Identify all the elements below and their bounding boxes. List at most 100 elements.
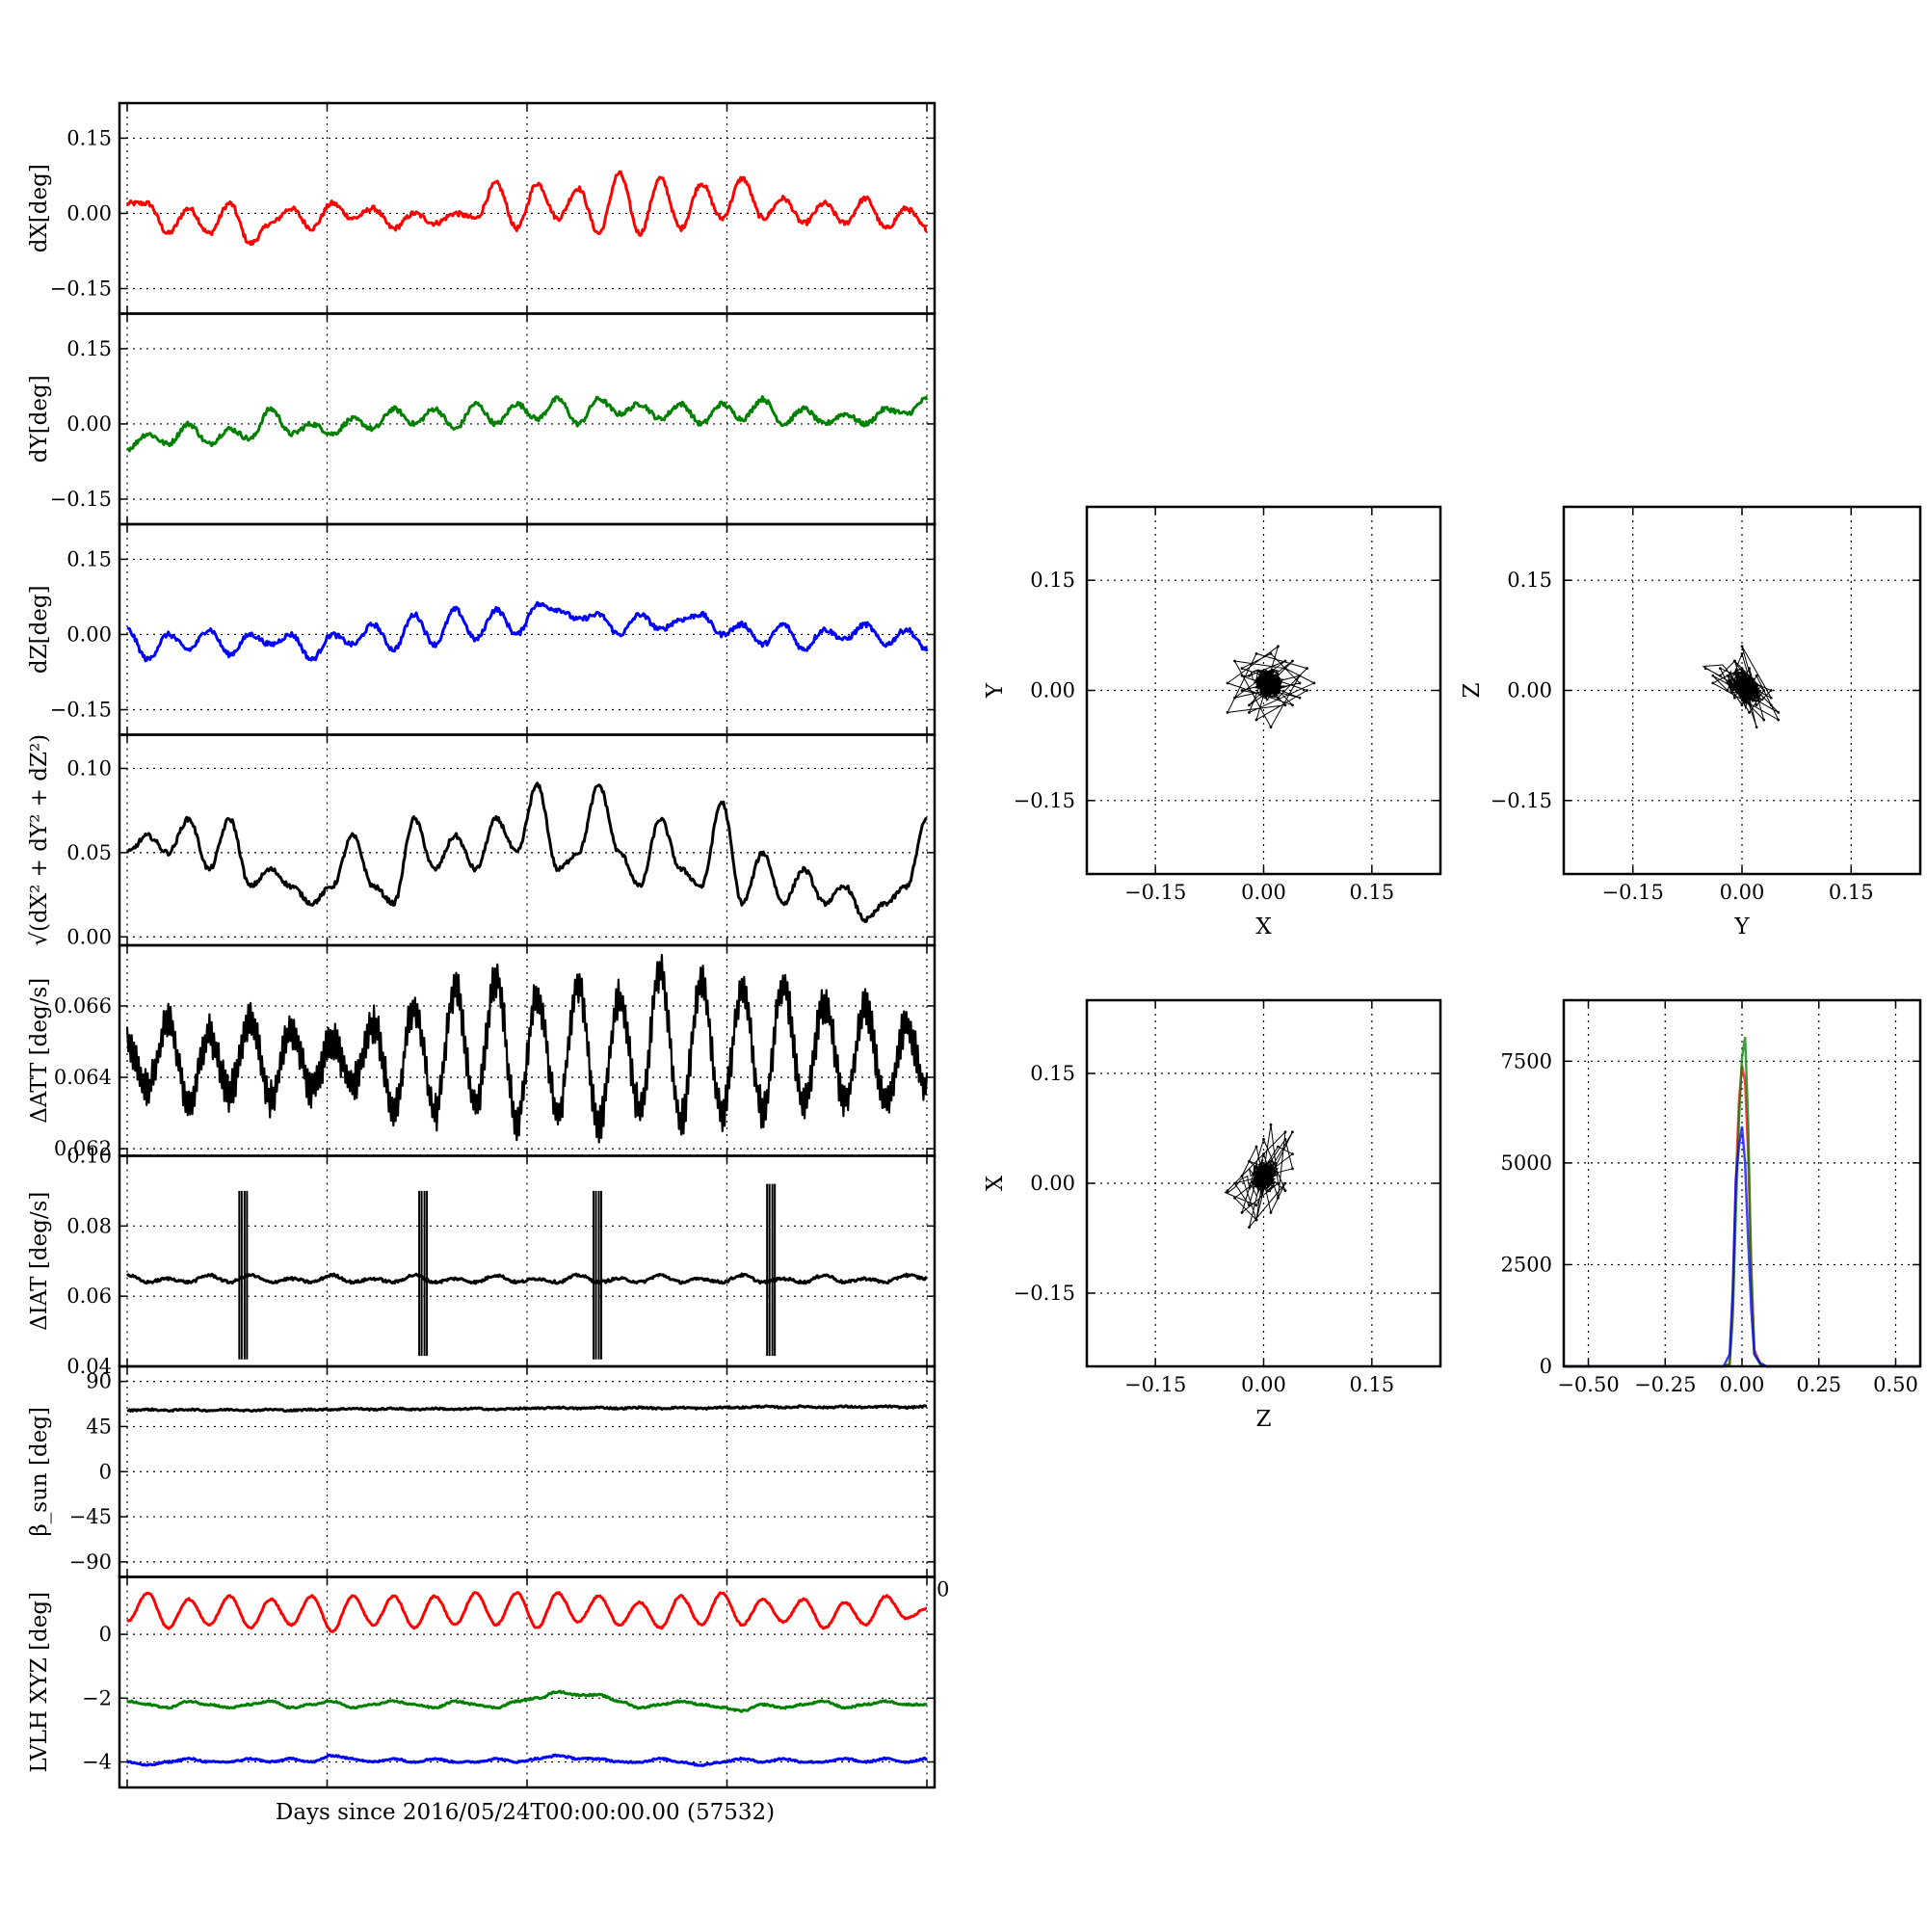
y-tick-label: 0.00 xyxy=(66,201,112,225)
scatter-point xyxy=(1291,1130,1294,1134)
scatter-point xyxy=(1298,681,1302,685)
histogram-series-1 xyxy=(1564,1065,1920,1368)
series-line-2 xyxy=(126,1689,928,1713)
series-line-3 xyxy=(126,1753,928,1767)
y-tick-label: 0.15 xyxy=(66,337,112,360)
y-axis-label: ΔATT [deg/s] xyxy=(27,978,52,1124)
scatter-point xyxy=(1711,674,1715,677)
scatter-point xyxy=(1248,1226,1251,1229)
scatter-point xyxy=(1769,696,1773,700)
y-tick-label: 0.15 xyxy=(1507,569,1552,592)
scatter-panel-2: −0.15 0.00 0.15 0.15 0.00 −0.15 Y Z xyxy=(1460,505,1922,940)
y-tick-label: 0.15 xyxy=(1030,569,1075,592)
scatter-point xyxy=(1240,1211,1244,1214)
scatter-point xyxy=(1283,1181,1287,1185)
scatter-point xyxy=(1277,696,1280,700)
scatter-point xyxy=(1262,1138,1265,1141)
scatter-point xyxy=(1226,681,1229,685)
scatter-point xyxy=(1233,659,1236,663)
y-tick-label: 7500 xyxy=(1501,1049,1552,1072)
scatter-point xyxy=(1254,1145,1258,1149)
y-tick-label: 0.10 xyxy=(66,756,112,780)
x-axis-label: Z xyxy=(1256,1407,1272,1432)
scatter-point xyxy=(1726,681,1729,685)
x-axis-label: X xyxy=(1255,914,1272,940)
scatter-point xyxy=(1291,659,1294,663)
timeseries-panel-7: 90 45 0 −45 −90 β_sun [deg] xyxy=(27,1364,937,1578)
scatter-point xyxy=(1233,1196,1236,1200)
y-axis-label: β_sun [deg] xyxy=(27,1407,52,1537)
scatter-point xyxy=(1291,1152,1294,1155)
scatter-point xyxy=(1755,696,1758,700)
y-tick-label: 0.15 xyxy=(1030,1062,1075,1085)
scatter-point xyxy=(1733,659,1736,663)
scatter-point xyxy=(1283,703,1287,707)
scatter-trace xyxy=(1702,646,1780,728)
y-axis-label: Z xyxy=(1460,682,1485,698)
scatter-point xyxy=(1277,1196,1280,1200)
series-line-1 xyxy=(125,781,928,923)
x-tick-label: 0.15 xyxy=(1349,881,1394,904)
y-tick-label: 0.062 xyxy=(54,1137,112,1160)
y-tick-label: 0 xyxy=(1540,1355,1552,1378)
scatter-point xyxy=(1248,674,1251,677)
scatter-point xyxy=(1240,667,1244,671)
scatter-trace xyxy=(1227,645,1316,728)
x-tick-label: 0.00 xyxy=(1720,1373,1765,1396)
shared-x-axis-label: Days since 2016/05/24T00:00:00.00 (57532… xyxy=(276,1800,775,1825)
scatter-point xyxy=(1269,1123,1273,1126)
panel-frame xyxy=(1562,998,1922,1368)
series-line-1 xyxy=(125,170,928,247)
y-axis-label: ΔIAT [deg/s] xyxy=(27,1192,52,1331)
scatter-trace xyxy=(1224,1125,1294,1228)
scatter-point xyxy=(1269,1211,1273,1214)
scatter-point xyxy=(1748,710,1751,714)
scatter-point xyxy=(1306,689,1308,692)
y-tick-label: 2500 xyxy=(1501,1253,1552,1276)
scatter-point xyxy=(1726,689,1729,692)
x-tick-label: −0.15 xyxy=(1124,881,1186,904)
scatter-point xyxy=(1703,667,1707,671)
y-tick-label: 90 xyxy=(86,1370,112,1393)
y-tick-label: 0.064 xyxy=(54,1066,112,1089)
y-axis-label: LVLH XYZ [deg] xyxy=(27,1592,52,1773)
y-tick-label: −0.15 xyxy=(50,277,112,300)
scatter-point xyxy=(1762,696,1766,700)
y-tick-label: −2 xyxy=(82,1686,112,1709)
scatter-point xyxy=(1248,1159,1251,1163)
y-tick-label: 0.10 xyxy=(66,1145,112,1168)
y-tick-label: 0.00 xyxy=(1030,679,1075,702)
y-tick-label: 0.15 xyxy=(66,547,112,570)
y-tick-label: 0.00 xyxy=(1507,679,1552,702)
series-line-1 xyxy=(126,395,929,453)
scatter-point xyxy=(1226,1189,1229,1192)
y-tick-label: −90 xyxy=(69,1550,112,1574)
y-axis-label: dX[deg] xyxy=(27,164,52,252)
scatter-point xyxy=(1283,1138,1287,1141)
scatter-point xyxy=(1240,689,1244,692)
y-tick-label: 0 xyxy=(99,1460,112,1483)
scatter-point xyxy=(1740,652,1744,655)
scatter-point xyxy=(1248,710,1251,714)
y-tick-label: 0.00 xyxy=(66,622,112,646)
panel-frame xyxy=(118,312,937,526)
scatter-point xyxy=(1740,703,1744,707)
timeseries-panel-3: 0.15 0.00 −0.15 dZ[deg] xyxy=(27,522,937,736)
timeseries-panel-2: 0.15 0.00 −0.15 dY[deg] xyxy=(27,312,937,526)
scatter-point xyxy=(1269,726,1273,728)
scatter-point xyxy=(1718,674,1722,677)
scatter-point xyxy=(1777,718,1781,722)
scatter-point xyxy=(1240,674,1244,677)
panel-frame xyxy=(1085,998,1442,1368)
y-axis-label: X xyxy=(983,1175,1008,1191)
scatter-point xyxy=(1755,674,1758,677)
scatter-point xyxy=(1291,703,1294,707)
y-tick-label: −4 xyxy=(82,1751,112,1774)
timeseries-panel-1: 0.15 0.00 −0.15 dX[deg] xyxy=(27,101,937,315)
y-tick-label: 0.05 xyxy=(66,841,112,864)
scatter-point xyxy=(1262,1152,1265,1155)
scatter-point xyxy=(1262,681,1265,685)
scatter-point xyxy=(1733,696,1736,700)
